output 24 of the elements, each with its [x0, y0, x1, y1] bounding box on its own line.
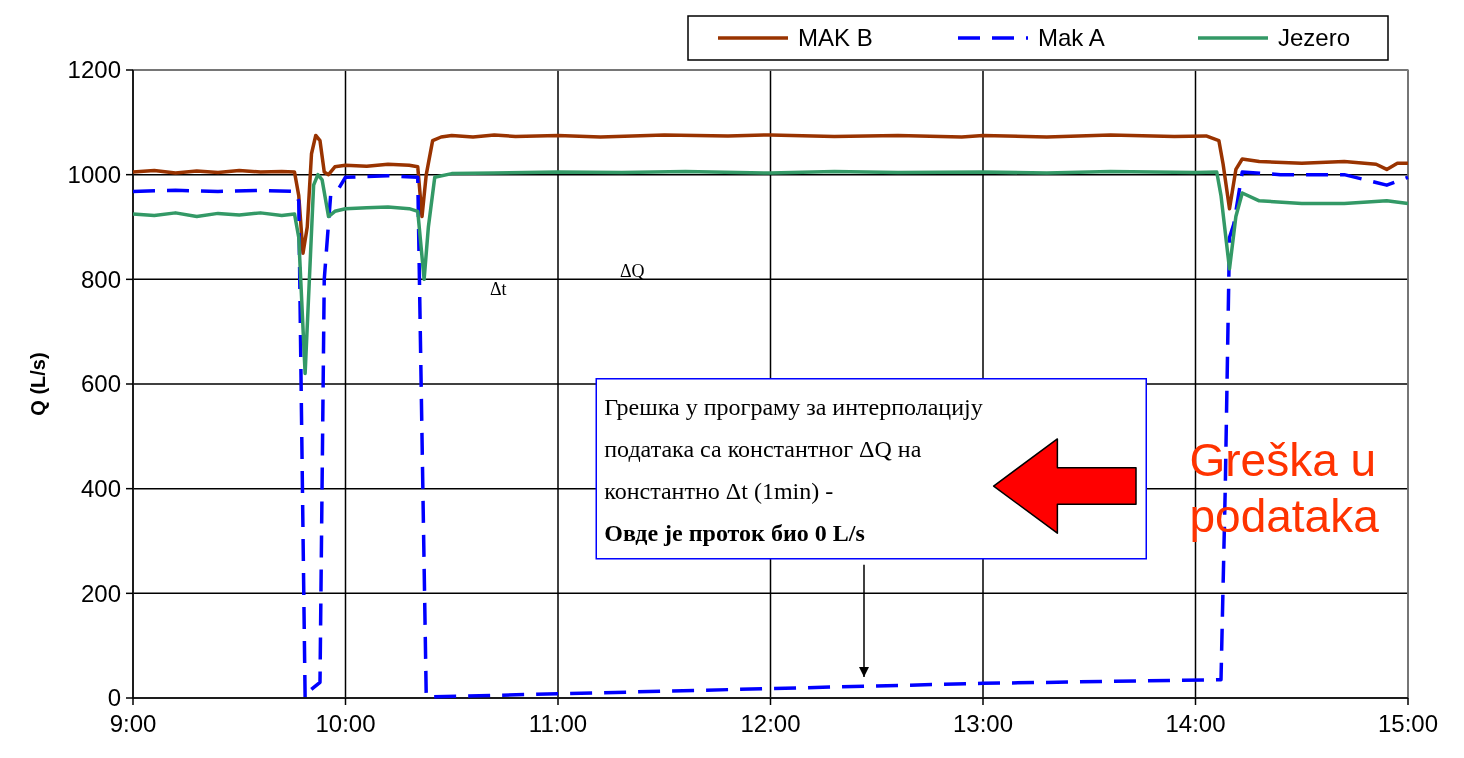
- x-tick-label: 11:00: [528, 710, 588, 737]
- annotation: ΔQ: [620, 260, 645, 281]
- legend-label: MAK B: [798, 24, 873, 52]
- y-tick-label: 0: [107, 684, 121, 712]
- y-tick-label: 1200: [67, 56, 121, 84]
- y-tick-label: 400: [80, 475, 121, 503]
- x-tick-label: 10:00: [315, 710, 376, 737]
- y-axis-title: Q (L/s): [27, 352, 49, 416]
- y-tick-label: 600: [80, 370, 121, 398]
- annotation: података са константног ΔQ на: [604, 435, 922, 462]
- legend-label: Mak A: [1038, 24, 1105, 52]
- x-tick-label: 14:00: [1165, 710, 1226, 737]
- x-tick-label: 9:00: [109, 710, 157, 737]
- y-tick-label: 800: [80, 265, 121, 293]
- annotation: Овде је проток био 0 L/s: [604, 519, 865, 546]
- x-tick-label: 15:00: [1377, 710, 1439, 737]
- annotation: константно Δt (1min) -: [604, 477, 834, 504]
- annotation: Δt: [490, 279, 507, 300]
- y-tick-label: 200: [80, 579, 121, 607]
- annotation: Грешка у програму за интерполацију: [604, 393, 983, 420]
- x-tick-label: 13:00: [952, 710, 1014, 737]
- legend-label: Jezero: [1278, 24, 1351, 52]
- x-tick-label: 12:00: [740, 710, 801, 737]
- y-tick-label: 1000: [67, 161, 121, 189]
